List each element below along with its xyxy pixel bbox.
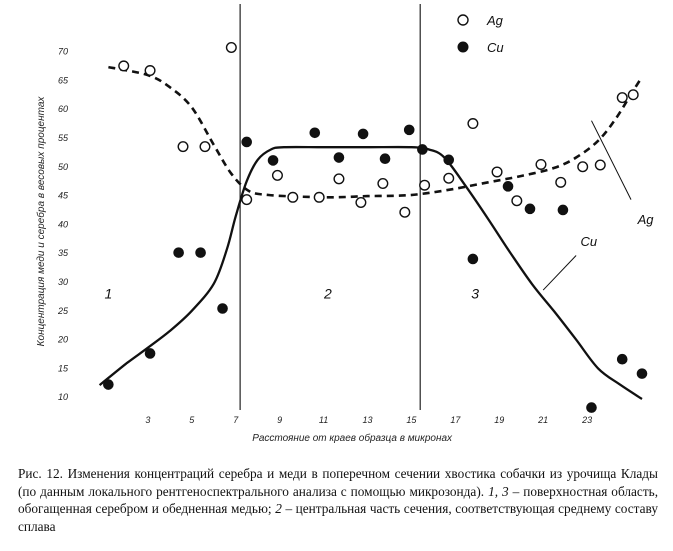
point-ag: [467, 118, 479, 130]
curve-label-ag: Ag: [637, 212, 655, 227]
curve-cu: [98, 145, 643, 400]
x-axis-title: Расстояние от краев образца в микронах: [252, 432, 453, 444]
caption-zones-outer: 1, 3: [488, 483, 509, 499]
y-tick-label: 10: [58, 392, 68, 402]
point-cu: [443, 154, 455, 166]
y-tick-label: 20: [57, 335, 68, 345]
leader-line-cu: [542, 255, 577, 291]
point-ag: [177, 141, 189, 153]
chart-labels: Расстояние от краев образца в микронах Ко…: [35, 96, 654, 444]
curve-label-cu: Cu: [581, 234, 598, 249]
point-cu: [309, 127, 321, 139]
trend-curves: [98, 65, 644, 400]
point-ag: [491, 166, 503, 178]
x-tick-label: 19: [494, 415, 504, 425]
point-ag: [287, 191, 299, 203]
y-tick-label: 25: [57, 306, 69, 316]
point-ag: [627, 89, 639, 101]
point-ag: [313, 191, 325, 203]
point-cu: [267, 155, 279, 166]
y-tick-label: 50: [58, 162, 68, 172]
y-tick-label: 60: [58, 104, 68, 114]
point-ag: [333, 173, 345, 185]
y-tick-label: 15: [58, 363, 69, 373]
data-points: [103, 41, 648, 413]
point-ag: [577, 161, 589, 173]
point-cu: [144, 348, 156, 359]
x-tick-label: 11: [319, 415, 328, 425]
zone-boundaries: [239, 4, 421, 410]
point-cu: [557, 204, 569, 216]
caption-part1: Рис. 12. Изменения концентраций серебра …: [18, 466, 658, 499]
zone-label-2: 2: [323, 286, 332, 302]
x-tick-label: 13: [362, 415, 372, 425]
x-tick-label: 7: [233, 415, 239, 425]
legend-label-ag: Ag: [486, 13, 504, 28]
point-cu: [636, 368, 648, 379]
point-cu: [217, 303, 228, 314]
point-cu: [417, 144, 428, 155]
y-tick-label: 65: [58, 75, 69, 85]
point-cu: [502, 181, 514, 192]
x-tick-label: 15: [406, 415, 417, 425]
x-tick-label: 9: [277, 415, 282, 425]
y-axis-title: Концентрация меди и серебра в весовых пр…: [35, 96, 47, 347]
x-tick-label: 17: [450, 415, 461, 425]
point-ag: [399, 206, 411, 218]
point-cu: [403, 124, 415, 136]
point-ag: [377, 177, 389, 189]
caption-part2: – поверхностная область, обогащенная сер…: [18, 483, 659, 517]
point-ag: [225, 41, 237, 53]
zone-label-1: 1: [104, 286, 112, 302]
leader-line-ag: [591, 120, 632, 200]
point-cu: [524, 203, 536, 215]
x-tick-label: 23: [581, 415, 592, 425]
y-tick-label: 30: [58, 277, 68, 287]
point-cu: [467, 253, 479, 265]
point-ag: [271, 169, 283, 181]
x-tick-label: 3: [145, 415, 150, 425]
point-ag: [511, 195, 523, 207]
point-cu: [103, 379, 114, 390]
figure-caption: Рис. 12. Изменения концентраций серебра …: [18, 465, 658, 535]
caption-zone-center: 2: [275, 501, 282, 516]
point-ag: [555, 176, 567, 188]
x-tick-label: 21: [537, 415, 548, 425]
point-ag: [118, 60, 130, 72]
point-ag: [616, 92, 628, 104]
point-cu: [379, 153, 391, 164]
curve-ag: [108, 65, 644, 199]
point-cu: [616, 353, 628, 365]
legend-label-cu: Cu: [487, 40, 504, 55]
point-ag: [443, 172, 455, 184]
point-ag: [419, 179, 431, 191]
point-cu: [241, 136, 253, 148]
legend: Ag Cu: [457, 13, 504, 55]
point-ag: [199, 141, 211, 153]
y-tick-label: 70: [58, 47, 68, 57]
point-ag: [144, 65, 156, 77]
point-ag: [535, 158, 547, 170]
zone-label-3: 3: [471, 286, 479, 302]
point-cu: [195, 247, 206, 258]
y-tick-label: 45: [58, 191, 69, 201]
x-tick-label: 5: [189, 415, 195, 425]
point-ag: [241, 194, 253, 206]
point-cu: [173, 247, 184, 258]
legend-marker-cu: [457, 41, 469, 53]
point-cu: [586, 402, 597, 413]
point-cu: [357, 128, 369, 140]
y-tick-label: 35: [58, 248, 69, 258]
caption-part3: – центральная часть сечения, соответству…: [18, 501, 658, 534]
point-ag: [355, 196, 367, 208]
legend-marker-ag: [457, 14, 469, 26]
y-tick-label: 55: [58, 133, 69, 143]
point-cu: [333, 152, 345, 163]
y-tick-label: 40: [58, 219, 68, 229]
point-ag: [594, 159, 606, 171]
